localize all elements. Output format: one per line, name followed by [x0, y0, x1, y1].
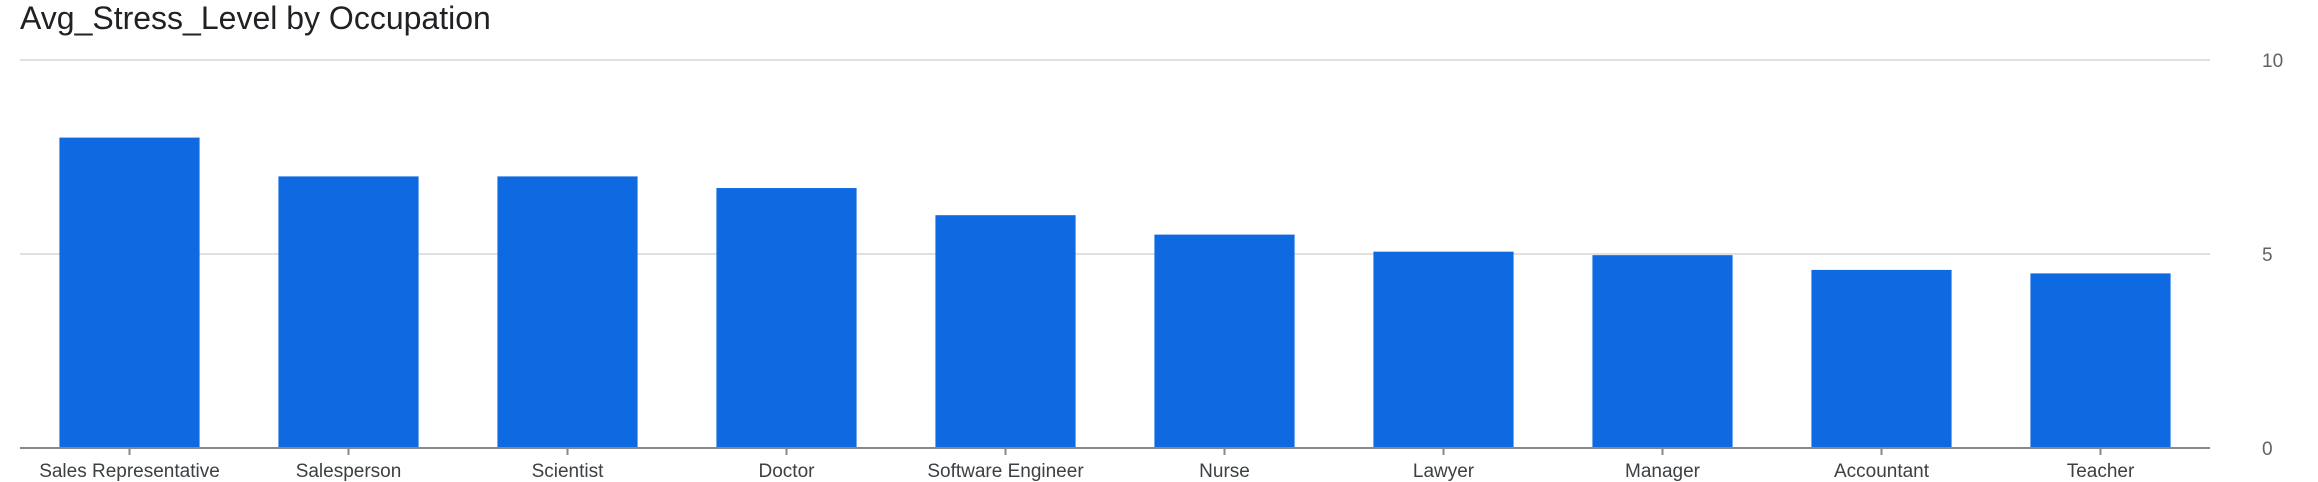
bar-salesperson[interactable]	[278, 176, 419, 448]
axes	[20, 447, 2210, 455]
x-tick-label: Accountant	[1834, 461, 1930, 482]
x-tick-labels: Sales Representative Salesperson Scientist…	[39, 461, 2135, 482]
x-tick-label: Software Engineer	[927, 461, 1084, 482]
bar-accountant[interactable]	[1811, 269, 1952, 448]
x-tick-label: Nurse	[1199, 461, 1250, 482]
y-tick-label: 0	[2262, 439, 2273, 460]
bar-sales-representative[interactable]	[59, 137, 200, 448]
x-tick-label: Lawyer	[1413, 461, 1475, 482]
x-tick-label: Teacher	[2067, 461, 2135, 482]
x-tick-label: Scientist	[532, 461, 605, 482]
bars	[59, 137, 2171, 449]
bar-doctor[interactable]	[716, 188, 857, 449]
y-tick-label: 10	[2262, 51, 2283, 72]
bar-software-engineer[interactable]	[935, 215, 1076, 448]
bar-nurse[interactable]	[1154, 234, 1295, 448]
y-tick-label: 5	[2262, 245, 2273, 266]
y-tick-labels: 0 5 10	[2262, 51, 2283, 460]
x-tick-label: Manager	[1625, 461, 1701, 482]
bar-teacher[interactable]	[2030, 273, 2171, 448]
chart-title: Avg_Stress_Level by Occupation	[20, 0, 491, 36]
x-tick-label: Salesperson	[296, 461, 402, 482]
x-tick-label: Sales Representative	[39, 461, 220, 482]
bar-scientist[interactable]	[497, 176, 638, 448]
bar-lawyer[interactable]	[1373, 251, 1514, 448]
bar-manager[interactable]	[1592, 255, 1733, 448]
x-tick-label: Doctor	[759, 461, 816, 482]
